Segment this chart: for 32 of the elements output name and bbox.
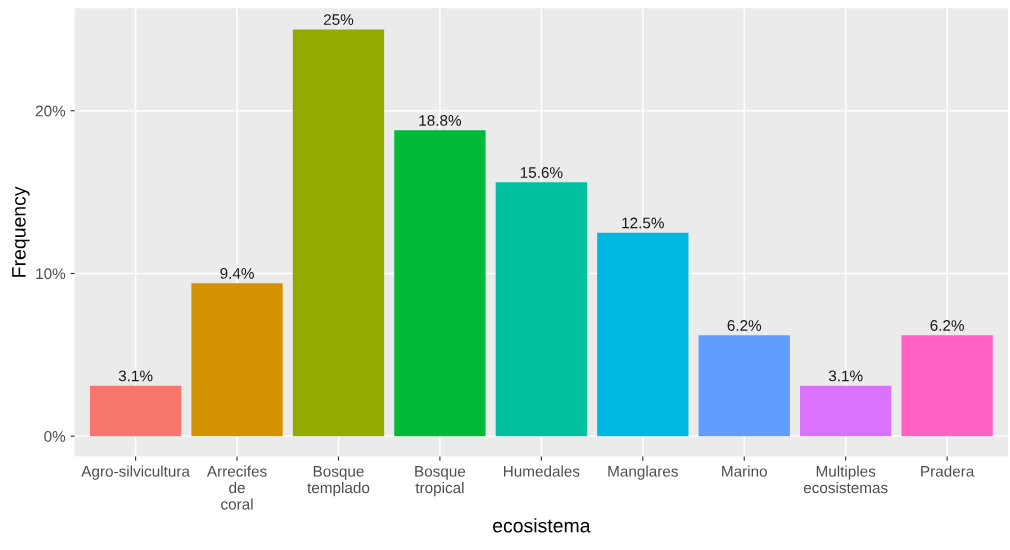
x-tick-label: Agro-silvicultura bbox=[81, 465, 190, 480]
data-label: 3.1% bbox=[828, 370, 863, 382]
x-tick-label: Bosque tropical bbox=[415, 466, 466, 497]
bar bbox=[597, 232, 689, 437]
data-label: 12.5% bbox=[622, 217, 664, 229]
bar bbox=[394, 130, 486, 437]
x-tick-label: Humedales bbox=[503, 465, 580, 477]
bar bbox=[698, 335, 790, 437]
y-axis-title: Frequency bbox=[12, 186, 30, 277]
x-tick-label: Arrecifes de coral bbox=[206, 465, 267, 510]
x-tick-label: Multiples ecosistemas bbox=[803, 465, 888, 494]
x-tick-label: Pradera bbox=[921, 465, 975, 477]
bar bbox=[89, 385, 182, 437]
bar bbox=[901, 335, 993, 437]
x-axis-title: ecosistema bbox=[493, 518, 591, 533]
x-tick-label: Marino bbox=[722, 465, 767, 477]
x-tick-label: Bosque templado bbox=[307, 466, 370, 497]
bar bbox=[495, 182, 588, 437]
data-label: 3.1% bbox=[118, 370, 153, 382]
data-label: 6.2% bbox=[930, 320, 964, 331]
data-label: 6.2% bbox=[727, 320, 762, 331]
data-label: 15.6% bbox=[520, 167, 563, 178]
data-label: 9.4% bbox=[220, 267, 254, 279]
data-label: 18.8% bbox=[419, 115, 462, 126]
y-tick-label: 20% bbox=[35, 105, 66, 117]
y-tick-label: 10% bbox=[36, 268, 66, 280]
x-tick-label: Manglares bbox=[608, 465, 678, 480]
bar bbox=[292, 29, 385, 437]
bar bbox=[800, 385, 892, 437]
bar bbox=[191, 283, 283, 437]
y-tick-label: 0% bbox=[44, 431, 66, 442]
data-label: 25% bbox=[323, 14, 354, 25]
